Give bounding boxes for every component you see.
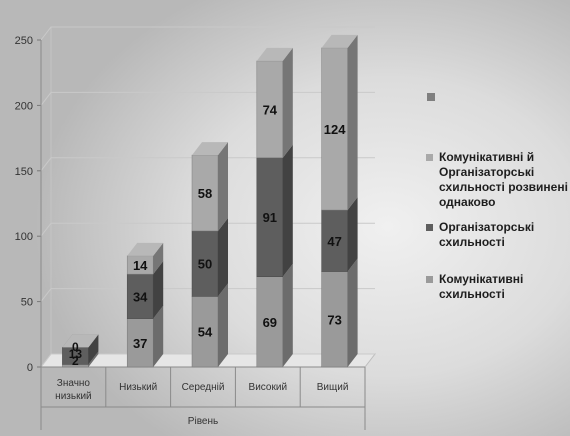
x-tick-label: Вищий <box>317 382 349 393</box>
legend-extra-marker <box>427 93 435 101</box>
data-label: 2 <box>72 354 79 368</box>
x-tick-label: Середній <box>182 382 225 393</box>
bar-segment-front <box>321 47 348 211</box>
bar-segment-front <box>256 157 284 277</box>
legend-label-line: Організаторські <box>439 220 535 234</box>
bar-segment-side <box>153 305 164 367</box>
data-label: 69 <box>263 315 277 330</box>
data-label: 74 <box>263 102 278 117</box>
bar-top <box>256 47 293 61</box>
bar-segment-side <box>218 283 228 367</box>
bar-top <box>62 334 99 348</box>
bar-segment-side <box>88 334 99 365</box>
bar-segment-side <box>153 242 164 275</box>
legend-label-line: Організаторські <box>439 165 535 179</box>
gridline <box>40 26 375 41</box>
y-tick-label: 250 <box>15 35 33 47</box>
bar-top <box>192 142 228 156</box>
data-label: 47 <box>327 234 341 249</box>
legend-label-line: схильності розвинені <box>439 180 568 194</box>
y-tick-label: 50 <box>21 297 33 309</box>
legend-label-line: Комунікативні й <box>439 150 535 164</box>
data-label: 14 <box>133 258 148 273</box>
data-label: 124 <box>324 122 346 137</box>
bar-segment-side <box>347 258 358 367</box>
data-label: 91 <box>263 210 277 225</box>
legend-swatch <box>426 154 433 161</box>
bar-segment-front <box>191 230 219 297</box>
bar-segment-side <box>347 197 358 272</box>
bar-segment-side <box>282 263 293 367</box>
x-axis-title: Рівень <box>188 416 218 427</box>
data-label: 50 <box>198 257 212 272</box>
data-label: 0 <box>72 340 79 354</box>
bar-top <box>127 242 164 256</box>
data-label: 13 <box>69 347 83 361</box>
legend-label-line: однаково <box>439 195 496 209</box>
bar-segment-front <box>191 154 219 232</box>
bar-segment-front <box>256 60 284 158</box>
y-tick-label: 100 <box>15 231 33 243</box>
bar-segment-side <box>218 142 228 231</box>
y-tick-label: 200 <box>15 100 33 112</box>
x-tick-label: Значно низький <box>55 378 91 402</box>
bars <box>62 34 358 368</box>
bar-segment-front <box>256 276 284 368</box>
legend-item: Комунікативні схильності <box>425 272 570 302</box>
data-label: 54 <box>198 325 213 340</box>
bar-top <box>321 34 358 48</box>
legend-label-line: схильності <box>439 235 505 249</box>
bar-segment-side <box>347 34 358 211</box>
bar-segment-side <box>282 47 293 158</box>
legend-label-line: Комунікативні <box>439 272 524 286</box>
data-label: 34 <box>133 289 148 304</box>
bar-segment-side <box>153 261 164 319</box>
bar-segment-side <box>218 217 228 297</box>
data-label: 58 <box>198 186 212 201</box>
bar-segment-front <box>321 209 348 272</box>
x-tick-label: Низький <box>119 382 157 393</box>
bar-segment-front <box>126 273 154 319</box>
x-tick-label: Високий <box>249 382 287 393</box>
legend-item: Комунікативні й Організаторські схильності… <box>425 150 570 210</box>
y-tick-label: 150 <box>15 166 33 178</box>
bar-segment-side <box>88 351 99 367</box>
bar-segment-front <box>126 318 154 368</box>
legend-swatch <box>426 276 433 283</box>
y-tick-label: 0 <box>27 362 33 374</box>
legend-label-line: схильності <box>439 287 505 301</box>
data-label: 73 <box>327 312 341 327</box>
legend-item: Організаторські схильності <box>425 220 570 250</box>
bar-segment-side <box>282 144 293 277</box>
legend: Комунікативні й Організаторські схильності… <box>425 150 570 302</box>
data-label: 37 <box>133 336 147 351</box>
legend-swatch <box>426 224 433 231</box>
